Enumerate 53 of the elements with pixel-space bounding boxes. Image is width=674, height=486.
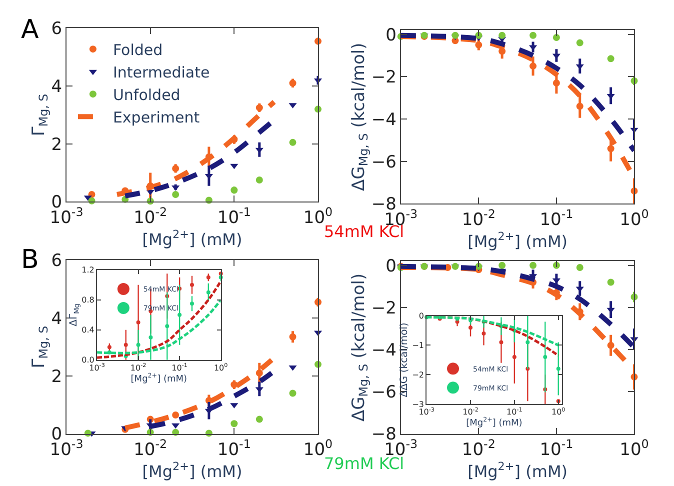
y-tick-label: 1.2	[82, 266, 94, 275]
y-tick-label: −2	[412, 370, 424, 380]
x-tick-label: 10$^{-1}$	[217, 204, 251, 228]
y-tick-label: −4	[371, 110, 396, 130]
y-tick-label: −1	[412, 341, 424, 350]
x-tick-label: 10$^{-3}$	[89, 362, 106, 373]
x-tick-label: 10$^{-1}$	[506, 406, 523, 417]
x-axis-title: [Mg$^{2+}$] (mM)	[142, 460, 242, 481]
x-tick-label: 10$^{-3}$	[418, 406, 435, 417]
x-axis-title: [Mg$^{2+}$] (mM)	[466, 416, 522, 428]
x-tick-label: 10$^{-2}$	[462, 406, 478, 417]
y-tick-label: 4	[51, 76, 62, 97]
y-tick-label: 2	[51, 134, 62, 155]
x-tick-label: 10$^{-2}$	[134, 204, 168, 228]
legend-label: Unfolded	[112, 86, 180, 104]
x-axis-title: [Mg$^{2+}$] (mM)	[130, 372, 188, 384]
y-tick-label: 4	[51, 309, 62, 330]
x-tick-label: 10$^{-1}$	[217, 437, 251, 460]
text: B	[21, 245, 39, 275]
legend-label: Intermediate	[112, 63, 210, 82]
y-tick-label: −6	[371, 382, 396, 403]
y-tick-label: −3	[412, 400, 424, 409]
x-tick-label: 10$^{-2}$	[134, 437, 168, 460]
y-tick-label: −4	[371, 340, 396, 361]
x-tick-label: 10$^{-2}$	[462, 206, 496, 230]
legend-label: Experiment	[112, 108, 200, 126]
text: A	[21, 15, 39, 45]
y-tick-label: 2	[51, 366, 62, 387]
x-tick-label: 10$^{0}$	[551, 406, 566, 417]
x-tick-label: 10$^{0}$	[620, 437, 649, 460]
x-tick-label: 10$^{-1}$	[540, 437, 574, 460]
y-tick-label: 0.4	[82, 326, 94, 335]
y-tick-label: 0	[386, 25, 396, 46]
y-tick-label: 0.0	[82, 356, 94, 365]
x-tick-label: 10$^{-1}$	[540, 206, 574, 230]
x-tick-label: 10$^{0}$	[620, 206, 649, 230]
y-tick-label: 0.8	[82, 296, 94, 305]
y-tick-label: 6	[51, 251, 62, 272]
x-tick-label: 10$^{-2}$	[130, 362, 146, 373]
x-tick-label: 10$^{-1}$	[172, 362, 188, 373]
x-tick-label: 10$^{0}$	[214, 362, 228, 373]
x-axis-title: [Mg$^{2+}$] (mM)	[468, 230, 568, 251]
y-tick-label: −6	[371, 152, 396, 172]
y-tick-label: −2	[371, 298, 396, 318]
x-tick-label: 10$^{-2}$	[462, 437, 496, 460]
y-axis-title: ΔΔG (kcal/mol)	[399, 322, 410, 398]
y-tick-label: −2	[371, 68, 396, 88]
x-axis-title: [Mg$^{2+}$] (mM)	[468, 460, 568, 481]
y-tick-label: 6	[51, 19, 62, 40]
legend-label: Folded	[112, 40, 163, 59]
y-tick-label: 0	[386, 256, 396, 276]
y-tick-label: 0	[418, 312, 424, 321]
x-axis-title: [Mg$^{2+}$] (mM)	[142, 228, 242, 249]
